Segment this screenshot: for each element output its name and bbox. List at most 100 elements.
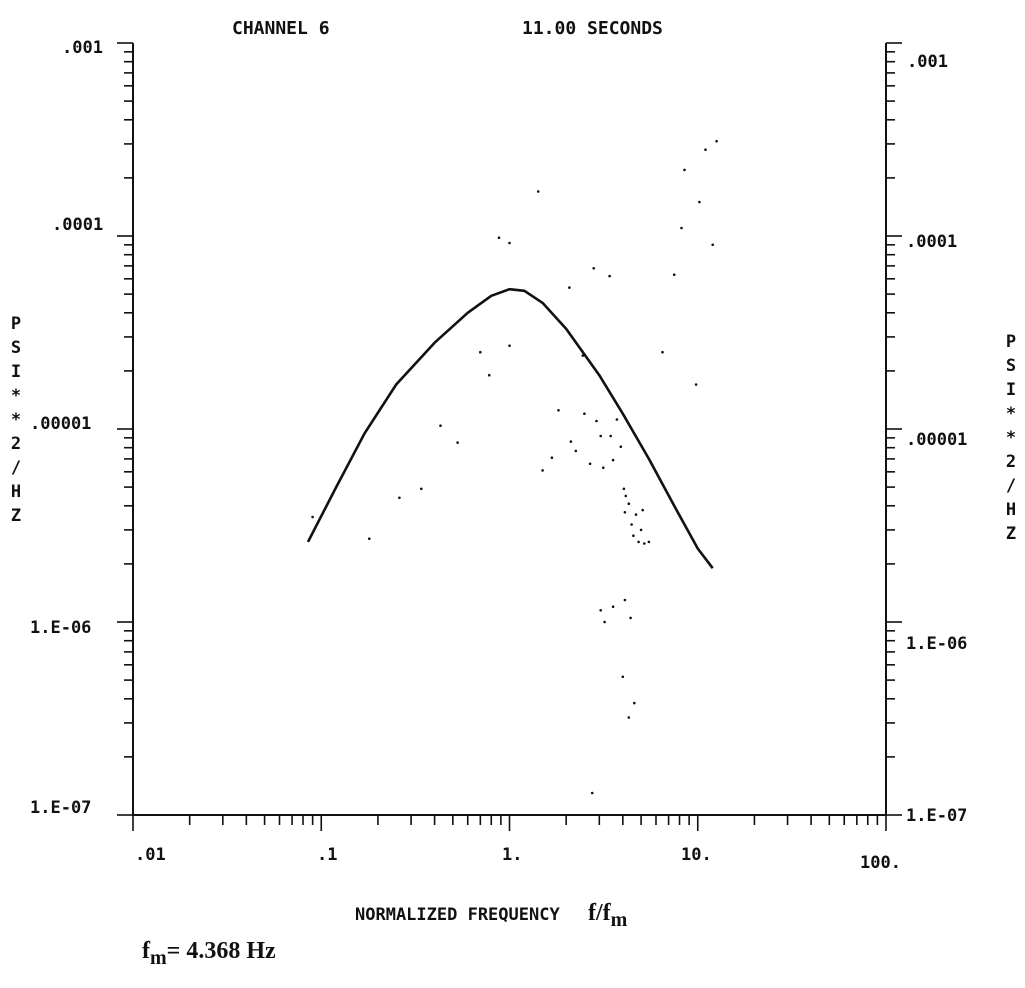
data-point xyxy=(629,616,632,620)
data-point xyxy=(508,344,511,348)
x-axis-math-sub: m xyxy=(610,908,628,931)
data-point xyxy=(602,466,605,470)
data-point xyxy=(698,200,701,204)
y-axis-label-char: 2 xyxy=(10,434,22,454)
data-point xyxy=(615,418,619,421)
y-axis-label-char: * xyxy=(1005,428,1017,448)
y-tick-label-left: .0001 xyxy=(52,215,104,235)
y-axis-label-char: S xyxy=(10,338,22,358)
data-point xyxy=(608,274,611,278)
x-axis-label-math: f/fm xyxy=(587,900,627,931)
data-point xyxy=(639,528,643,532)
y-axis-label-char: H xyxy=(1005,500,1017,520)
data-point xyxy=(622,487,626,491)
data-point xyxy=(581,354,585,357)
y-axis-label-char: I xyxy=(1005,380,1017,400)
x-axis-label-text: NORMALIZED FREQUENCY xyxy=(355,905,560,925)
data-point xyxy=(557,409,560,412)
y-axis-label-char: Z xyxy=(10,506,22,526)
y-tick-label-left: 1.E-07 xyxy=(30,798,92,818)
data-point xyxy=(623,598,627,602)
data-point xyxy=(694,383,698,386)
data-point xyxy=(595,419,598,423)
data-point xyxy=(569,440,573,443)
data-point xyxy=(661,350,664,354)
y-tick-label-right: .0001 xyxy=(906,232,958,252)
y-axis-label-char: * xyxy=(10,410,22,430)
x-tick-label: 1. xyxy=(502,845,523,865)
y-tick-label-left: 1.E-06 xyxy=(30,618,92,638)
y-axis-label-char: Z xyxy=(1005,524,1017,544)
y-tick-label-left: .00001 xyxy=(30,414,92,434)
data-points xyxy=(311,139,718,795)
data-point xyxy=(619,445,623,449)
data-point xyxy=(368,537,371,540)
data-point xyxy=(621,675,625,679)
data-point xyxy=(398,496,401,500)
data-point xyxy=(456,441,459,444)
data-point xyxy=(624,494,628,498)
x-tick-label: 10. xyxy=(681,845,712,865)
data-point xyxy=(592,267,595,270)
y-axis-label-char: S xyxy=(1005,356,1017,376)
y-tick-label-right: 1.E-07 xyxy=(906,806,968,826)
data-point xyxy=(479,350,482,354)
data-point xyxy=(611,605,615,608)
data-point xyxy=(634,513,638,516)
axis-ticks xyxy=(117,42,902,831)
x-axis-math-base: f/f xyxy=(587,900,611,926)
psd-curve xyxy=(306,287,714,569)
fm-annotation: fm= 4.368 Hz xyxy=(142,938,276,970)
data-point xyxy=(420,487,423,491)
y-axis-label-char: * xyxy=(1005,404,1017,424)
data-point xyxy=(311,515,314,519)
data-point xyxy=(574,449,578,453)
fm-value: = 4.368 Hz xyxy=(166,938,276,964)
y-tick-label-right: .00001 xyxy=(906,430,968,450)
y-axis-label-char: * xyxy=(10,386,22,406)
x-tick-label: .01 xyxy=(135,845,166,865)
data-point xyxy=(627,502,631,506)
data-point xyxy=(439,424,442,428)
data-point xyxy=(583,412,586,416)
data-point xyxy=(643,542,646,545)
data-point xyxy=(630,523,633,526)
y-axis-label-char: I xyxy=(10,362,22,382)
data-point xyxy=(588,462,592,466)
data-point xyxy=(711,243,714,247)
data-point xyxy=(487,373,491,377)
x-tick-label: .1 xyxy=(317,845,338,865)
data-point xyxy=(633,701,636,705)
data-point xyxy=(536,190,540,193)
data-point xyxy=(508,241,511,245)
data-point xyxy=(590,791,594,795)
data-point xyxy=(627,716,631,719)
data-point xyxy=(672,273,676,277)
y-axis-label-char: P xyxy=(1005,332,1017,352)
y-axis-label-left: P S I * * 2 / H Z xyxy=(6,312,26,528)
fitted-curve xyxy=(306,287,714,569)
y-tick-label-right: 1.E-06 xyxy=(906,634,968,654)
data-point xyxy=(497,236,501,239)
y-axis-label-right: P S I * * 2 / H Z xyxy=(1001,330,1021,546)
data-point xyxy=(632,534,635,537)
data-point xyxy=(599,609,602,612)
y-axis-label-char: 2 xyxy=(1005,452,1017,472)
data-point xyxy=(641,508,644,512)
data-point xyxy=(541,469,544,472)
y-axis-label-char: P xyxy=(10,314,22,334)
fm-sub: m xyxy=(150,946,167,969)
data-point xyxy=(568,286,571,289)
data-point xyxy=(599,434,602,438)
data-point xyxy=(704,148,707,151)
x-axis-label: NORMALIZED FREQUENCY f/fm xyxy=(355,900,627,932)
y-axis-label-char: / xyxy=(1005,476,1017,496)
data-point xyxy=(623,511,627,514)
data-point xyxy=(611,458,615,462)
data-point xyxy=(603,620,606,624)
data-point xyxy=(683,168,686,172)
x-tick-label: 100. xyxy=(860,853,901,873)
chart-title-channel: CHANNEL 6 xyxy=(232,18,330,39)
data-point xyxy=(609,434,612,438)
